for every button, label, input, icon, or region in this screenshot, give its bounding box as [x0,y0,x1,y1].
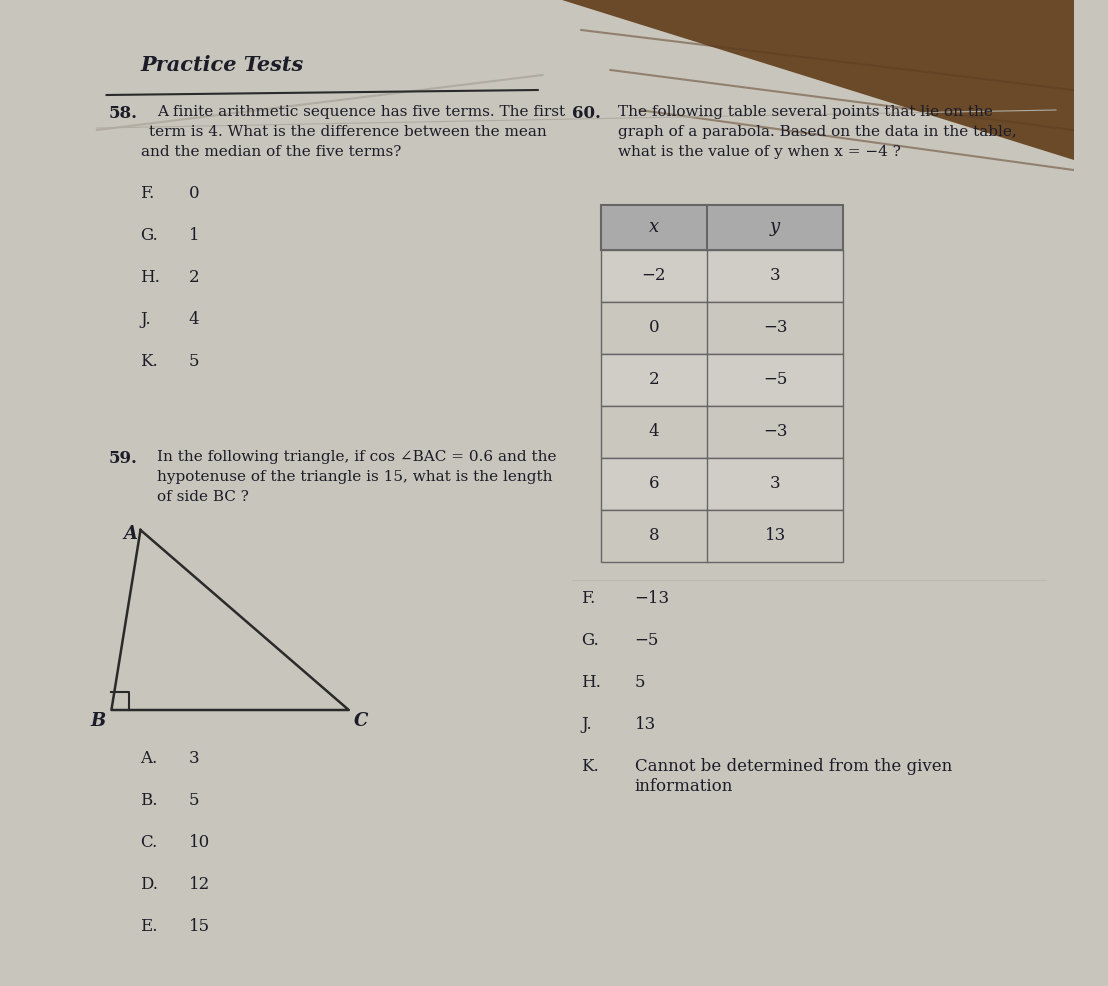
Text: D.: D. [141,876,158,893]
Text: 12: 12 [189,876,211,893]
Text: Cannot be determined from the given: Cannot be determined from the given [635,758,952,775]
Text: y: y [770,219,780,237]
Text: 2: 2 [648,372,659,388]
Text: 5: 5 [635,674,645,691]
Text: The following table several points that lie on the: The following table several points that … [618,105,993,119]
Text: Practice Tests: Practice Tests [141,55,304,75]
Text: C: C [353,712,368,730]
Text: K.: K. [141,353,158,370]
Text: 3: 3 [770,267,780,285]
Text: H.: H. [582,674,602,691]
Text: what is the value of y when x = −4 ?: what is the value of y when x = −4 ? [618,145,901,159]
Text: K.: K. [582,758,599,775]
Text: graph of a parabola. Based on the data in the table,: graph of a parabola. Based on the data i… [618,125,1017,139]
Text: C.: C. [141,834,157,851]
Text: −13: −13 [635,590,669,607]
Text: 8: 8 [648,528,659,544]
Bar [601,354,843,406]
Text: 4: 4 [648,424,659,441]
Text: 59.: 59. [109,450,137,467]
Bar [601,302,843,354]
Text: F.: F. [141,185,155,202]
Text: information: information [635,778,733,795]
Text: −5: −5 [763,372,788,388]
Text: B: B [90,712,105,730]
Text: 3: 3 [189,750,199,767]
Text: 58.: 58. [109,105,137,122]
Text: In the following triangle, if cos ∠BAC = 0.6 and the: In the following triangle, if cos ∠BAC =… [157,450,556,464]
Text: 6: 6 [648,475,659,492]
Text: −5: −5 [635,632,659,649]
Text: x: x [649,219,659,237]
Text: 3: 3 [770,475,780,492]
Bar [601,250,843,302]
Text: 0: 0 [648,319,659,336]
Text: H.: H. [141,269,161,286]
Bar [601,406,843,458]
Text: −3: −3 [762,319,788,336]
Text: 4: 4 [189,311,199,328]
Bar [601,458,843,510]
Text: J.: J. [582,716,592,733]
Text: 1: 1 [189,227,199,244]
Text: 15: 15 [189,918,211,935]
Text: 5: 5 [189,792,199,809]
Text: hypotenuse of the triangle is 15, what is the length: hypotenuse of the triangle is 15, what i… [157,470,553,484]
Text: −3: −3 [762,424,788,441]
Text: A: A [123,525,137,543]
Bar [601,510,843,562]
Text: 13: 13 [765,528,786,544]
Text: and the median of the five terms?: and the median of the five terms? [142,145,402,159]
Text: 2: 2 [189,269,199,286]
Text: 60.: 60. [572,105,601,122]
Text: A.: A. [141,750,157,767]
Text: F.: F. [582,590,596,607]
Text: E.: E. [141,918,158,935]
Bar [601,205,843,250]
Text: −2: −2 [642,267,666,285]
Polygon shape [562,0,1074,160]
Text: of side BC ?: of side BC ? [157,490,249,504]
Text: G.: G. [141,227,158,244]
Text: term is 4. What is the difference between the mean: term is 4. What is the difference betwee… [150,125,547,139]
Text: B.: B. [141,792,158,809]
Text: 5: 5 [189,353,199,370]
Text: 0: 0 [189,185,199,202]
Text: 10: 10 [189,834,211,851]
Text: G.: G. [582,632,599,649]
Text: A finite arithmetic sequence has five terms. The first: A finite arithmetic sequence has five te… [157,105,565,119]
Text: 13: 13 [635,716,656,733]
Text: J.: J. [141,311,151,328]
